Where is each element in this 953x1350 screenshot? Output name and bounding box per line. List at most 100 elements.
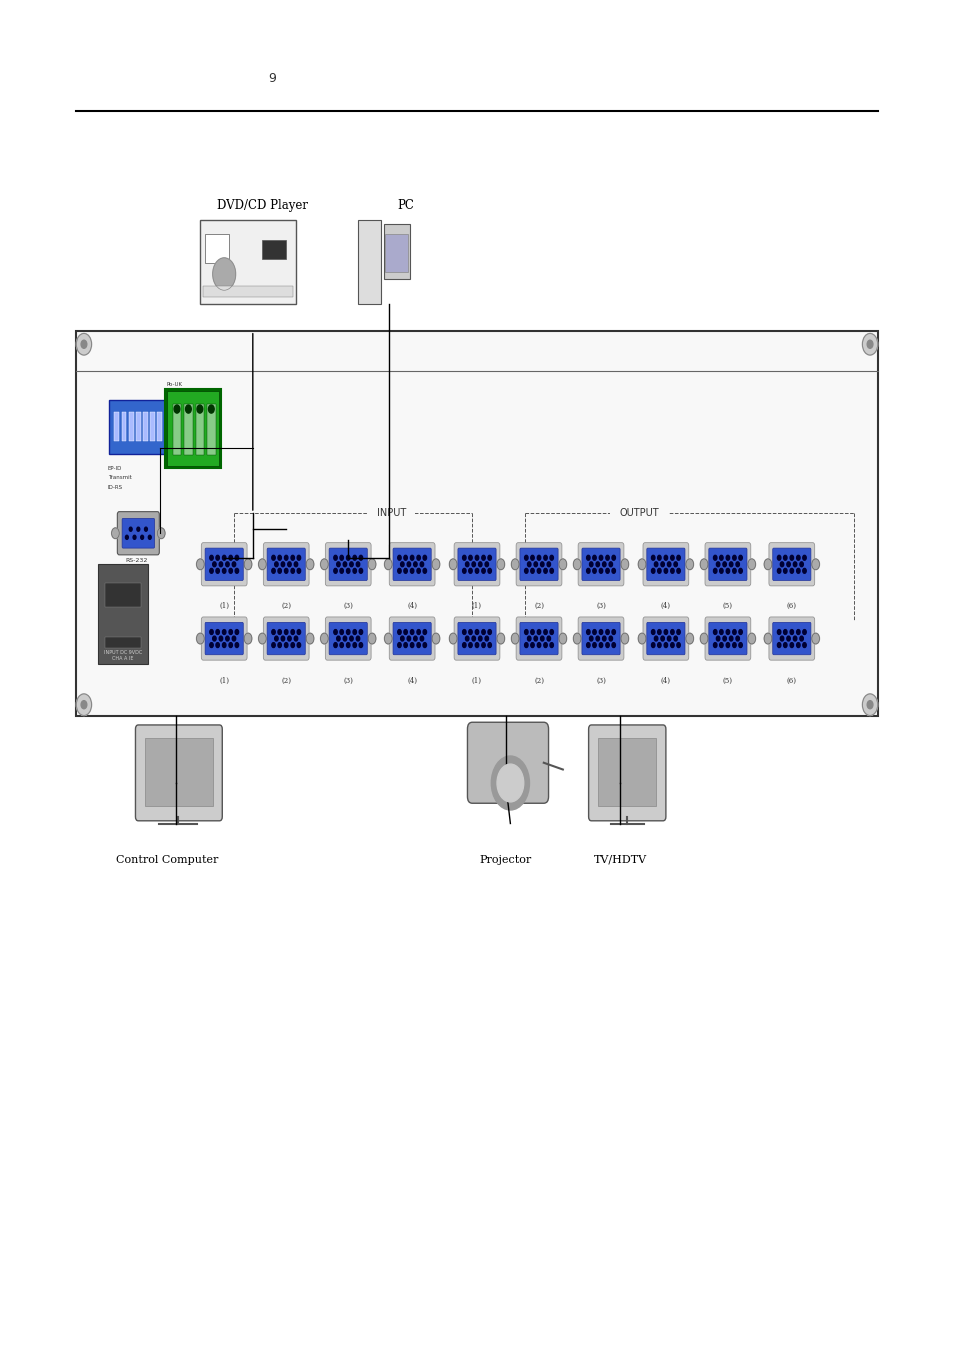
Circle shape [780,636,783,641]
Circle shape [244,559,252,570]
FancyBboxPatch shape [704,543,750,586]
Circle shape [530,629,534,634]
Circle shape [667,636,670,641]
Circle shape [598,643,602,648]
Circle shape [284,643,288,648]
Circle shape [799,636,802,641]
Circle shape [336,562,340,567]
Bar [207,404,215,455]
Circle shape [487,555,491,560]
Circle shape [384,559,392,570]
Circle shape [670,555,674,560]
Circle shape [651,555,654,560]
Circle shape [663,629,667,634]
Circle shape [782,555,786,560]
Circle shape [497,559,504,570]
Circle shape [472,636,475,641]
Circle shape [605,555,609,560]
FancyBboxPatch shape [201,617,247,660]
FancyBboxPatch shape [76,331,877,716]
Circle shape [291,568,294,574]
Circle shape [725,555,729,560]
Circle shape [81,701,87,709]
Circle shape [777,555,781,560]
Circle shape [801,568,805,574]
Circle shape [277,629,281,634]
Circle shape [598,555,602,560]
Circle shape [416,629,420,634]
Circle shape [465,636,469,641]
Circle shape [449,633,456,644]
Circle shape [222,555,226,560]
Circle shape [145,528,147,532]
Bar [203,286,293,297]
Circle shape [76,333,91,355]
Bar [262,240,286,259]
Text: Po-UK: Po-UK [167,382,183,387]
FancyBboxPatch shape [329,548,367,580]
Circle shape [673,636,677,641]
Circle shape [725,629,729,634]
Circle shape [219,636,222,641]
FancyBboxPatch shape [267,622,305,655]
Circle shape [353,555,356,560]
Circle shape [350,562,353,567]
FancyBboxPatch shape [267,548,305,580]
Circle shape [258,559,266,570]
Circle shape [487,643,491,648]
Text: (1): (1) [472,676,481,684]
Text: OUTPUT: OUTPUT [618,508,659,518]
Circle shape [537,629,540,634]
Circle shape [491,756,529,810]
FancyBboxPatch shape [357,220,381,304]
Circle shape [125,536,128,540]
Circle shape [549,643,553,648]
Circle shape [334,629,337,634]
Circle shape [475,568,478,574]
Circle shape [719,643,722,648]
Circle shape [549,629,553,634]
FancyBboxPatch shape [122,518,154,548]
Circle shape [777,568,781,574]
Circle shape [210,568,213,574]
Circle shape [422,629,426,634]
Circle shape [484,636,488,641]
Circle shape [540,636,543,641]
Circle shape [608,636,612,641]
FancyBboxPatch shape [393,548,431,580]
Circle shape [358,643,362,648]
Circle shape [586,568,589,574]
FancyBboxPatch shape [772,548,810,580]
Circle shape [862,694,877,716]
Circle shape [350,636,353,641]
Circle shape [149,536,151,540]
Circle shape [475,555,478,560]
Circle shape [468,555,472,560]
FancyBboxPatch shape [708,622,746,655]
FancyBboxPatch shape [642,617,688,660]
Circle shape [222,643,226,648]
Circle shape [468,568,472,574]
FancyBboxPatch shape [165,389,221,468]
Circle shape [291,629,294,634]
Circle shape [608,562,612,567]
Circle shape [407,562,410,567]
FancyBboxPatch shape [588,725,665,821]
Text: Transmit: Transmit [108,475,132,481]
Circle shape [789,629,793,634]
Circle shape [620,559,628,570]
Circle shape [747,559,755,570]
Circle shape [497,633,504,644]
Circle shape [481,568,485,574]
Circle shape [862,333,877,355]
FancyBboxPatch shape [708,548,746,580]
Circle shape [475,643,478,648]
Circle shape [657,555,660,560]
Bar [105,583,141,608]
Circle shape [281,636,284,641]
Circle shape [272,643,274,648]
FancyBboxPatch shape [519,548,558,580]
FancyBboxPatch shape [467,722,548,803]
Circle shape [611,643,615,648]
Circle shape [801,555,805,560]
